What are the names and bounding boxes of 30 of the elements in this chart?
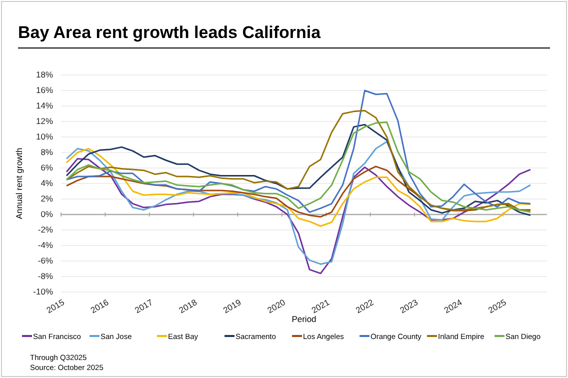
y-tick-label: -10%	[33, 286, 54, 297]
line-series	[66, 140, 532, 265]
x-tick-label: 2022	[354, 296, 376, 316]
x-tick-label: 2018	[177, 296, 199, 316]
y-tick-label: 0%	[40, 209, 54, 220]
y-tick-label: 4%	[40, 178, 54, 188]
y-tick-label: 16%	[36, 85, 54, 96]
y-tick-label: -2%	[38, 224, 54, 235]
y-tick-label: 2%	[40, 194, 54, 204]
y-tick-label: 6%	[40, 162, 54, 173]
x-tick-label: 2023	[398, 296, 420, 316]
y-tick-label: 18%	[36, 70, 54, 80]
x-tick-label: 2020	[266, 296, 288, 316]
x-tick-label: 2016	[88, 296, 110, 316]
x-tick-label: 2021	[310, 296, 332, 316]
y-tick-label: -4%	[38, 240, 54, 250]
y-tick-label: 8%	[40, 147, 54, 158]
line-series	[66, 158, 532, 274]
line-series	[66, 148, 532, 227]
chart-title: Bay Area rent growth leads California	[18, 23, 322, 42]
x-axis-title: Period	[292, 314, 317, 324]
y-tick-label: 14%	[36, 100, 54, 111]
x-tick-label: 2024	[442, 296, 464, 316]
y-tick-label: -8%	[38, 271, 54, 282]
line-series	[66, 90, 532, 213]
y-tick-label: 12%	[36, 116, 54, 126]
y-tick-label: 10%	[36, 132, 54, 142]
y-tick-label: -6%	[38, 256, 54, 266]
y-axis-title: Annual rent growth	[14, 148, 24, 220]
x-tick-label: 2019	[221, 296, 243, 316]
